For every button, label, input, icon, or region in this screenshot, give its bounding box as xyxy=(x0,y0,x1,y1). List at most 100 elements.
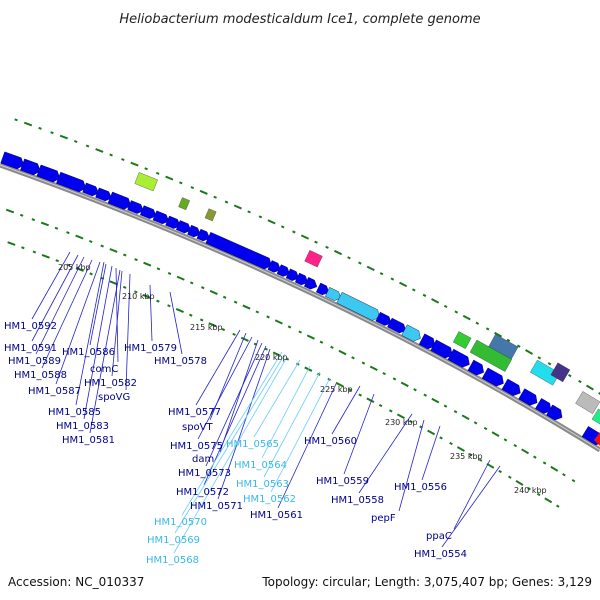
kbp-marker: 225 kbp xyxy=(320,385,353,394)
gc-dot xyxy=(50,131,54,135)
gc-dot xyxy=(232,332,236,336)
gene-arrow xyxy=(20,158,41,176)
gene-label: HM1_0577 xyxy=(168,407,221,418)
gc-dot xyxy=(392,377,397,381)
gene-label: HM1_0561 xyxy=(250,510,303,521)
gc-dot xyxy=(439,436,443,440)
gc-dot xyxy=(358,393,362,397)
leader-line xyxy=(31,251,71,320)
gc-dot xyxy=(399,281,408,288)
gc-dot xyxy=(75,234,84,240)
gene-label: HM1_0581 xyxy=(62,435,115,446)
gc-dot xyxy=(319,340,324,344)
leader-line xyxy=(441,465,501,548)
gene-track xyxy=(0,151,600,446)
gc-dot xyxy=(233,300,238,304)
accession-label: Accession: NC_010337 xyxy=(8,575,144,589)
gc-dot xyxy=(382,372,386,376)
gc-dot xyxy=(422,293,427,297)
gene-arrow xyxy=(107,191,132,210)
leader-line xyxy=(343,393,375,475)
leader-line xyxy=(31,254,79,342)
leader-line xyxy=(217,348,271,500)
gene-arrow xyxy=(139,205,157,219)
gc-dot xyxy=(431,397,440,404)
gc-dot xyxy=(142,294,151,299)
gc-dot xyxy=(179,181,183,185)
gc-dot xyxy=(338,349,347,356)
gene-arrow xyxy=(430,339,453,359)
gene-label: HM1_0588 xyxy=(14,370,67,381)
gc-dot xyxy=(73,140,78,143)
kbp-marker: 235 kbp xyxy=(450,452,483,461)
gc-dot xyxy=(513,443,518,448)
gene-label: HM1_0565 xyxy=(226,439,279,450)
kbp-marker: 230 kbp xyxy=(385,418,418,427)
gc-dot xyxy=(409,420,413,424)
gc-dot xyxy=(176,275,185,281)
gc-dot xyxy=(221,328,226,332)
gc-dot xyxy=(100,244,104,248)
leader-line xyxy=(55,261,101,385)
gc-dot xyxy=(449,441,453,446)
gc-dot xyxy=(562,473,566,477)
gene-arrow xyxy=(467,359,484,376)
gc-dot xyxy=(461,414,470,421)
gene-label: HM1_0562 xyxy=(243,494,296,505)
gc-dot xyxy=(38,126,42,130)
gc-dot xyxy=(462,314,471,321)
gc-dot xyxy=(95,148,104,153)
gene-label: HM1_0587 xyxy=(28,386,81,397)
leader-line xyxy=(35,256,85,355)
gc-dot xyxy=(427,429,436,436)
gc-dot xyxy=(85,144,90,148)
gc-dot xyxy=(189,281,194,285)
gc-dot xyxy=(130,161,139,167)
gc-dot xyxy=(66,263,71,267)
leader-line xyxy=(75,261,105,406)
kbp-marker: 215 kbp xyxy=(190,323,223,332)
gc-dot xyxy=(306,334,315,340)
feature-box xyxy=(530,359,561,386)
leader-line xyxy=(398,419,425,512)
gc-dot xyxy=(571,479,576,483)
gc-dot xyxy=(266,315,270,319)
gene-label: HM1_0579 xyxy=(124,343,177,354)
gene-label: HM1_0560 xyxy=(304,436,357,447)
gene-arrow xyxy=(82,182,100,197)
topology-label: Topology: circular; Length: 3,075,407 bp… xyxy=(261,575,592,589)
gc-dot xyxy=(325,245,329,249)
gene-label: HM1_0575 xyxy=(170,441,223,452)
leader-line xyxy=(149,284,153,342)
leader-line xyxy=(89,263,107,346)
gene-arrow xyxy=(127,200,144,214)
leader-line xyxy=(195,329,241,406)
feature-box xyxy=(550,362,571,383)
gc-dot xyxy=(89,272,93,276)
leader-line xyxy=(174,353,286,534)
gc-dot xyxy=(443,404,448,408)
gc-dot-rows xyxy=(5,118,600,508)
gene-arrow xyxy=(336,291,380,321)
leader-line xyxy=(205,342,263,467)
gc-dot xyxy=(247,210,251,214)
gc-dot xyxy=(156,267,161,271)
gc-dot xyxy=(165,175,174,181)
gene-label: HM1_0589 xyxy=(8,356,61,367)
feature-box xyxy=(575,391,600,414)
gc-dot xyxy=(503,438,508,442)
gene-arrow xyxy=(95,187,112,202)
leader-line xyxy=(331,385,361,435)
gc-dot xyxy=(431,298,440,304)
gc-dot xyxy=(378,403,383,408)
gc-dot xyxy=(533,455,537,459)
gc-dot xyxy=(121,158,125,162)
gene-arrow xyxy=(303,277,318,290)
gene-arrow xyxy=(481,367,504,387)
kbp-marker: 240 kbp xyxy=(514,486,547,495)
gc-dot xyxy=(396,413,405,419)
gc-dot xyxy=(208,322,217,328)
gc-dot xyxy=(75,267,84,272)
gene-arrow xyxy=(418,333,436,350)
gc-dot xyxy=(190,186,195,190)
